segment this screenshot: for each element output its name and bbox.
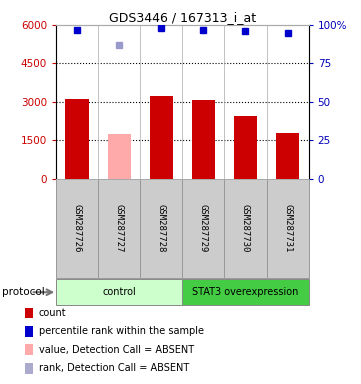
Text: GSM287726: GSM287726: [73, 204, 82, 253]
Text: GSM287731: GSM287731: [283, 204, 292, 253]
Title: GDS3446 / 167313_i_at: GDS3446 / 167313_i_at: [109, 11, 256, 24]
Text: percentile rank within the sample: percentile rank within the sample: [39, 326, 204, 336]
Text: GSM287729: GSM287729: [199, 204, 208, 253]
Bar: [234, 116, 257, 179]
Bar: [150, 96, 173, 179]
Bar: [225, 179, 266, 278]
Text: GSM287730: GSM287730: [241, 204, 250, 253]
Bar: [276, 133, 299, 179]
Bar: [182, 179, 225, 278]
Bar: [98, 179, 140, 278]
Bar: [108, 134, 131, 179]
Bar: [65, 99, 88, 179]
Bar: [182, 279, 309, 305]
Text: GSM287727: GSM287727: [115, 204, 123, 253]
Text: GSM287728: GSM287728: [157, 204, 166, 253]
Text: STAT3 overexpression: STAT3 overexpression: [192, 287, 299, 297]
Bar: [192, 101, 215, 179]
Text: rank, Detection Call = ABSENT: rank, Detection Call = ABSENT: [39, 363, 189, 373]
Text: control: control: [102, 287, 136, 297]
Text: protocol: protocol: [2, 287, 44, 297]
Text: count: count: [39, 308, 67, 318]
Text: value, Detection Call = ABSENT: value, Detection Call = ABSENT: [39, 345, 194, 355]
Bar: [56, 179, 98, 278]
Bar: [56, 279, 182, 305]
Bar: [266, 179, 309, 278]
Bar: [140, 179, 182, 278]
